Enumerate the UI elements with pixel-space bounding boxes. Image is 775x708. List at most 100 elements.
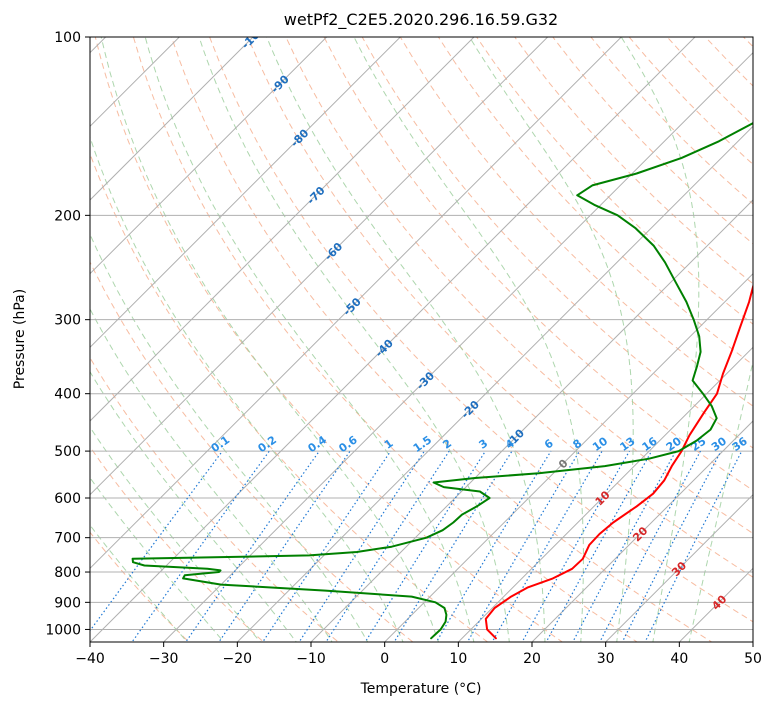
dry-adiabat (170, 37, 713, 642)
mixing-ratio-lines (90, 450, 743, 642)
isotherm-gridline (752, 641, 753, 642)
moist-adiabat (90, 524, 188, 642)
x-axis: −40 −30 −20 −10 0 10 20 30 40 50 (75, 642, 762, 667)
plot-frame (89, 36, 754, 643)
isotherm-gridline (90, 37, 549, 496)
mixing-ratio-line (218, 450, 351, 642)
moist-adiabat (90, 476, 225, 642)
mixing-ratio-line (131, 450, 270, 642)
mixing-ratio-label: 1.5 (411, 433, 434, 455)
mixing-ratio-line (599, 450, 702, 642)
isotherm-gridline (162, 51, 753, 642)
mixing-ratio-label: 2 (440, 437, 454, 452)
dry-adiabat (628, 37, 753, 166)
chart-title: wetPf2_C2E5.2020.296.16.59.G32 (284, 10, 558, 30)
dry-adiabat (285, 37, 753, 535)
isotherm-gridline (90, 37, 254, 201)
x-tick-label: 10 (449, 651, 467, 667)
x-tick-label: 40 (670, 651, 688, 667)
dry-adiabat (94, 37, 564, 642)
dry-adiabat (90, 260, 414, 642)
isotherm-label: 40 (709, 592, 729, 612)
isotherm-gridline (90, 37, 696, 642)
y-axis-label: Pressure (hPa) (12, 289, 28, 389)
dry-adiabat (90, 152, 489, 642)
isotherm-gridline (236, 125, 753, 642)
dry-adiabat (704, 37, 753, 87)
y-tick-label: 500 (54, 444, 81, 460)
isotherm-gridline (90, 37, 623, 570)
mixing-ratio-line (325, 450, 450, 642)
mixing-ratio-label: 6 (542, 437, 556, 452)
dry-adiabat (399, 37, 753, 407)
mixing-ratio-line (644, 450, 743, 642)
isotherm-gridline (531, 420, 753, 642)
mixing-ratio-line (364, 450, 486, 642)
pressure-gridlines (90, 37, 753, 630)
dry-adiabats (90, 37, 753, 642)
skewed-isotherms (90, 37, 753, 642)
x-tick-label: 30 (597, 651, 615, 667)
moist-adiabat (469, 37, 634, 642)
moist-adiabat (90, 232, 369, 642)
moist-adiabat (144, 37, 475, 642)
isotherm-gridline (90, 37, 402, 349)
moist-adiabat (198, 37, 510, 642)
dry-adiabat (742, 37, 753, 48)
mixing-ratio-line (491, 450, 603, 642)
moist-adiabat (90, 370, 297, 642)
dry-adiabat (476, 37, 753, 325)
dry-adiabat (132, 37, 638, 642)
isotherm-label: -80 (288, 126, 311, 149)
x-tick-label: −40 (75, 651, 105, 667)
x-tick-label: 20 (523, 651, 541, 667)
moist-adiabat (266, 37, 546, 642)
isotherm-label: -60 (322, 240, 345, 263)
y-tick-label: 600 (54, 491, 81, 507)
dry-adiabat (90, 446, 265, 642)
mixing-ratio-label: 3 (477, 437, 491, 452)
y-tick-label: 800 (54, 565, 81, 581)
plot-area: -100-90-80-70-60-50-40-30-20-10010203040… (90, 37, 753, 642)
isotherm-label: -50 (341, 295, 364, 318)
series-lines (131, 121, 753, 640)
moist-adiabat (90, 426, 261, 642)
x-tick-label: −10 (296, 651, 326, 667)
isotherm-gridline (90, 37, 475, 422)
isotherm-gridline (457, 346, 753, 642)
x-tick-label: −30 (149, 651, 179, 667)
x-tick-label: −20 (223, 651, 253, 667)
isotherm-label: -90 (269, 72, 292, 95)
x-tick-label: 0 (380, 651, 389, 667)
moist-adiabat (90, 308, 333, 642)
y-tick-label: 200 (54, 208, 81, 224)
dry-adiabat (90, 356, 339, 642)
isotherm-label: 30 (669, 559, 689, 579)
isotherm-gridline (604, 493, 753, 642)
y-tick-label: 1000 (45, 622, 81, 638)
isotherm-gridline (90, 37, 181, 128)
temperature-profile (484, 283, 753, 640)
mixing-ratio-line (435, 450, 552, 642)
dry-adiabat (323, 37, 753, 491)
mixing-ratio-line (298, 450, 425, 642)
y-axis: 100 200 300 400 500 600 700 800 900 1000 (45, 30, 90, 638)
moist-adiabat (353, 37, 584, 642)
moist-adiabat (100, 37, 440, 642)
isotherm-label: -30 (414, 369, 437, 392)
isotherm-gridline (310, 199, 753, 642)
moist-adiabat (620, 37, 700, 642)
mixing-ratio-line (545, 450, 653, 642)
y-tick-label: 300 (54, 313, 81, 329)
isotherm-gridline (90, 37, 328, 275)
mixing-ratio-line (393, 450, 513, 642)
mixing-ratio-line (262, 450, 392, 642)
dry-adiabat (209, 37, 753, 623)
x-tick-label: 50 (744, 651, 762, 667)
y-tick-label: 700 (54, 531, 81, 547)
y-tick-label: 900 (54, 595, 81, 611)
y-tick-label: 100 (54, 30, 81, 46)
mixing-ratio-labels: 0.1 0.2 0.4 0.6 1 1.5 2 3 4 6 8 10 13 16 20 25 30 36 (209, 433, 750, 455)
dry-adiabat (437, 37, 753, 366)
